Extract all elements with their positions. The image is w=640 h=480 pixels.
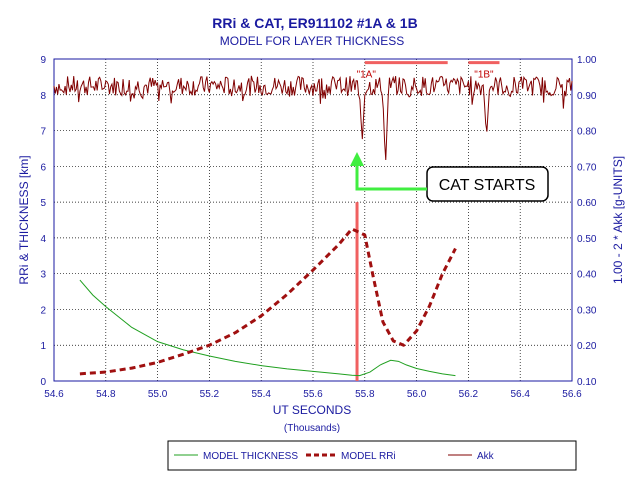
legend-box	[167, 440, 577, 471]
x-tick-label: 54.6	[44, 389, 64, 400]
x-tick-label: 56.2	[459, 389, 479, 400]
y-right-tick-label: 0.80	[577, 127, 597, 138]
annotations: "1A" "1B"	[357, 61, 500, 81]
annotation-label: "1A"	[357, 70, 377, 81]
y-left-axis-label: RRi & THICKNESS [km]	[17, 155, 31, 284]
y-right-tick-label: 0.10	[577, 377, 597, 388]
x-tick-label: 55.0	[148, 389, 168, 400]
x-tick-label: 55.4	[251, 389, 271, 400]
y-left-tick-labels: 0 1 2 3 4 5 6 7 8 9	[40, 55, 46, 388]
legend-label-thickness: MODEL THICKNESS	[203, 451, 298, 462]
chart-subtitle: MODEL FOR LAYER THICKNESS	[220, 34, 404, 48]
x-axis-sublabel: (Thousands)	[284, 423, 340, 434]
y-left-tick-label: 9	[40, 55, 46, 66]
annotation-label: "1B"	[474, 70, 494, 81]
x-tick-labels: 54.6 54.8 55.0 55.2 55.4 55.6 55.8 56.0 56.2 56.4…	[44, 389, 582, 400]
y-right-tick-labels: 0.10 0.20 0.30 0.40 0.50 0.60 0.70 0.80 0.90 1.00	[577, 55, 597, 388]
cat-starts-callout: CAT STARTS	[350, 152, 549, 202]
series-model-thickness	[79, 279, 456, 377]
y-right-tick-label: 1.00	[577, 55, 597, 66]
y-right-axis-label: 1.00 - 2 * Akk [g-UNITS]	[611, 156, 625, 284]
y-right-tick-label: 0.30	[577, 305, 597, 316]
chart-title: RRi & CAT, ER911102 #1A & 1B	[212, 15, 417, 31]
y-right-tick-label: 0.60	[577, 198, 597, 209]
x-tick-label: 54.8	[96, 389, 116, 400]
x-tick-label: 56.0	[407, 389, 427, 400]
series-group	[53, 75, 573, 381]
y-right-tick-label: 0.90	[577, 91, 597, 102]
y-right-tick-label: 0.70	[577, 162, 597, 173]
legend-label-rri: MODEL RRi	[341, 451, 396, 462]
y-right-tick-label: 0.40	[577, 270, 597, 281]
y-left-tick-label: 8	[40, 91, 46, 102]
y-left-tick-label: 0	[40, 377, 46, 388]
callout-box	[426, 166, 549, 202]
callout-arrow-line	[355, 160, 427, 191]
x-tick-label: 55.2	[200, 389, 220, 400]
y-left-tick-label: 5	[40, 198, 46, 209]
y-left-tick-label: 2	[40, 305, 46, 316]
y-right-tick-label: 0.50	[577, 234, 597, 245]
x-tick-label: 55.8	[355, 389, 375, 400]
y-left-tick-label: 1	[40, 341, 46, 352]
grid-lines	[53, 58, 573, 382]
callout-arrow-head	[350, 152, 364, 166]
y-left-tick-label: 6	[40, 162, 46, 173]
y-left-tick-label: 3	[40, 270, 46, 281]
callout-text: CAT STARTS	[439, 177, 536, 194]
legend-label-akk: Akk	[477, 451, 495, 462]
series-akk	[53, 75, 573, 160]
x-tick-label: 56.6	[562, 389, 582, 400]
legend: MODEL THICKNESS MODEL RRi Akk	[167, 440, 577, 471]
plot-frame	[53, 58, 573, 382]
y-left-tick-label: 7	[40, 127, 46, 138]
series-model-rri	[79, 227, 457, 376]
y-left-tick-label: 4	[40, 234, 46, 245]
x-axis-label: UT SECONDS	[273, 403, 351, 417]
y-right-tick-label: 0.20	[577, 341, 597, 352]
x-tick-label: 55.6	[303, 389, 323, 400]
x-tick-label: 56.4	[510, 389, 530, 400]
